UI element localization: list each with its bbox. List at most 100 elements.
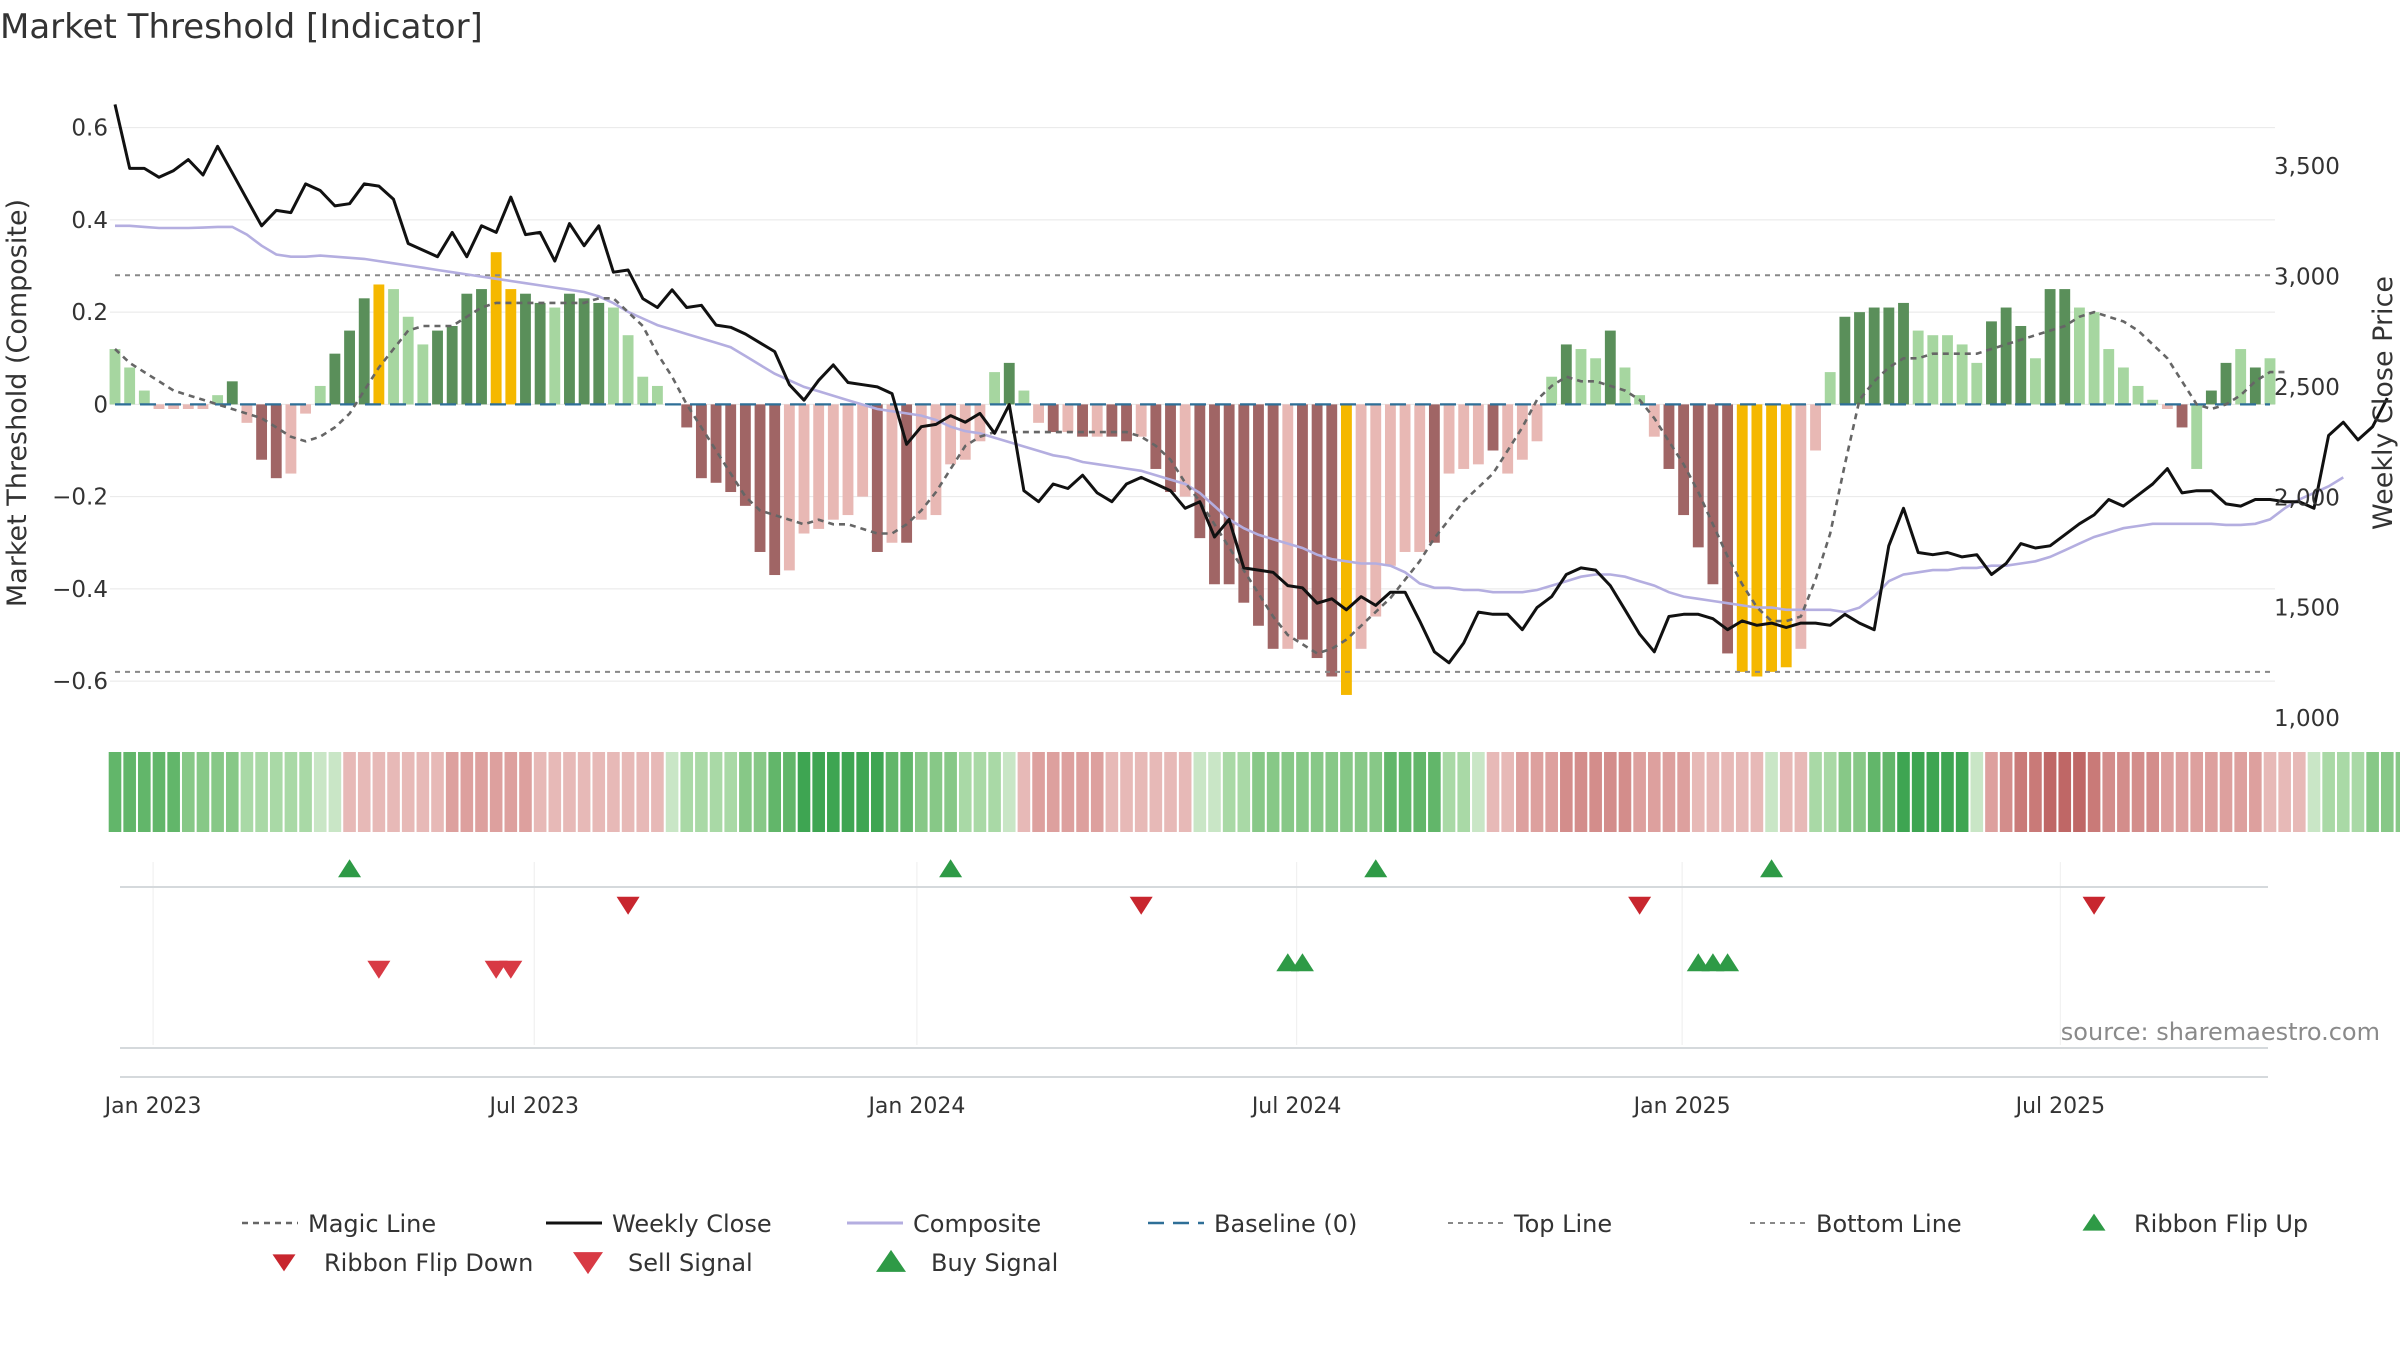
composite-bar [256,404,268,460]
ribbon-segment [768,752,781,832]
composite-bar [1091,404,1103,437]
legend-item: Ribbon Flip Down [272,1249,533,1277]
composite-bar [2103,349,2115,405]
y-tick-label: −0.2 [52,485,108,511]
ribbon-segment [1853,752,1866,832]
composite-bar [549,307,561,405]
composite-bar [930,404,942,516]
ribbon-segment [1105,752,1119,832]
ribbon-segment [2043,752,2057,832]
legend-item: Ribbon Flip Up [2082,1210,2308,1238]
ribbon-segment [489,752,503,832]
ribbon-flip-up-marker [939,859,963,878]
x-tick-label: Jul 2025 [2014,1094,2106,1119]
ribbon-segment [2073,752,2086,832]
ribbon-segment [1530,752,1544,832]
composite-bar [1267,404,1279,649]
composite-bar [1736,404,1748,672]
ribbon-segment [181,752,195,832]
composite-bar [1986,321,1997,405]
ribbon-segment [1545,752,1558,832]
composite-bar [300,404,312,414]
ribbon-segment [1193,752,1207,832]
composite-bar [1077,404,1088,437]
composite-bar [710,404,722,483]
ribbon-flip-down-marker [1628,896,1652,915]
y-tick-label: 0.4 [71,208,108,234]
composite-bar [1502,404,1514,474]
ribbon-segment [621,752,635,832]
ribbon-segment [636,752,650,832]
ribbon-segment [1516,752,1529,832]
ribbon-segment [1765,752,1778,832]
composite-bar [1165,404,1176,493]
ribbon-segment [2249,752,2262,832]
source-label: source: sharemaestro.com [2061,1018,2380,1046]
ribbon-segment [753,752,767,832]
composite-bar [461,293,473,405]
ribbon-segment [196,752,210,832]
ribbon-segment [1325,752,1339,832]
signal-markers [338,859,2106,979]
axes: Market Threshold (Composite) Weekly Clos… [2,116,2399,1119]
ribbon-segment [431,752,444,832]
legend-swatch-flipup [2082,1213,2106,1231]
composite-bar [1516,404,1528,460]
sell-signal-marker [499,960,523,979]
ribbon-segment [2029,752,2042,832]
composite-bar [2191,404,2203,469]
composite-bar [1663,404,1675,469]
legend-label: Buy Signal [931,1249,1058,1277]
ribbon-segment [1560,752,1573,832]
composite-bar [373,284,385,405]
legend-label: Composite [913,1210,1041,1238]
legend-swatch-sell [573,1252,603,1275]
ribbon-segment [1369,752,1383,832]
ribbon-segment [695,752,708,832]
composite-bar [1604,330,1616,405]
ribbon-segment [416,752,430,832]
y2-tick-label: 2,500 [2274,375,2340,401]
ribbon-segment [885,752,899,832]
composite-bar [1795,404,1807,649]
ribbon-segment [299,752,312,832]
ribbon-segment [2190,752,2204,832]
composite-bar [2235,349,2247,405]
composite-bar [124,367,136,405]
ribbon-segment [812,752,825,832]
ribbon-segment [2219,752,2233,832]
composite-bar [344,330,355,405]
composite-bar [783,404,795,571]
composite-bar [212,395,224,405]
composite-bar [1355,404,1367,649]
ribbon-segment [548,752,562,832]
ribbon-segment [973,752,987,832]
composite-bar [1047,404,1059,433]
composite-bar [842,404,854,516]
sell-signal-marker [367,960,391,979]
ribbon-segment [108,752,122,832]
ribbon-segment [372,752,386,832]
ribbon-segment [1428,752,1441,832]
composite-bar [182,404,194,409]
composite-bar [989,372,1001,405]
composite-bar [871,404,883,552]
ribbon-flip-down-marker [2082,896,2106,915]
legend-item: Weekly Close [546,1210,772,1238]
ribbon-segment [1574,752,1588,832]
composite-bar [1384,404,1396,566]
ribbon-segment [2366,752,2379,832]
ribbon-segment [2087,752,2101,832]
ribbon-flip-up-marker [338,859,362,878]
composite-bar [1707,404,1719,585]
composite-bar [109,349,121,405]
ribbon-segment [1354,752,1368,832]
composite-bar [153,404,165,409]
composite-bar [622,335,634,405]
ribbon-segment [914,752,928,832]
buy-signal-marker [1701,953,1725,972]
composite-bar [2059,289,2071,405]
legend-item: Magic Line [242,1210,436,1238]
ribbon-segment [1941,752,1954,832]
